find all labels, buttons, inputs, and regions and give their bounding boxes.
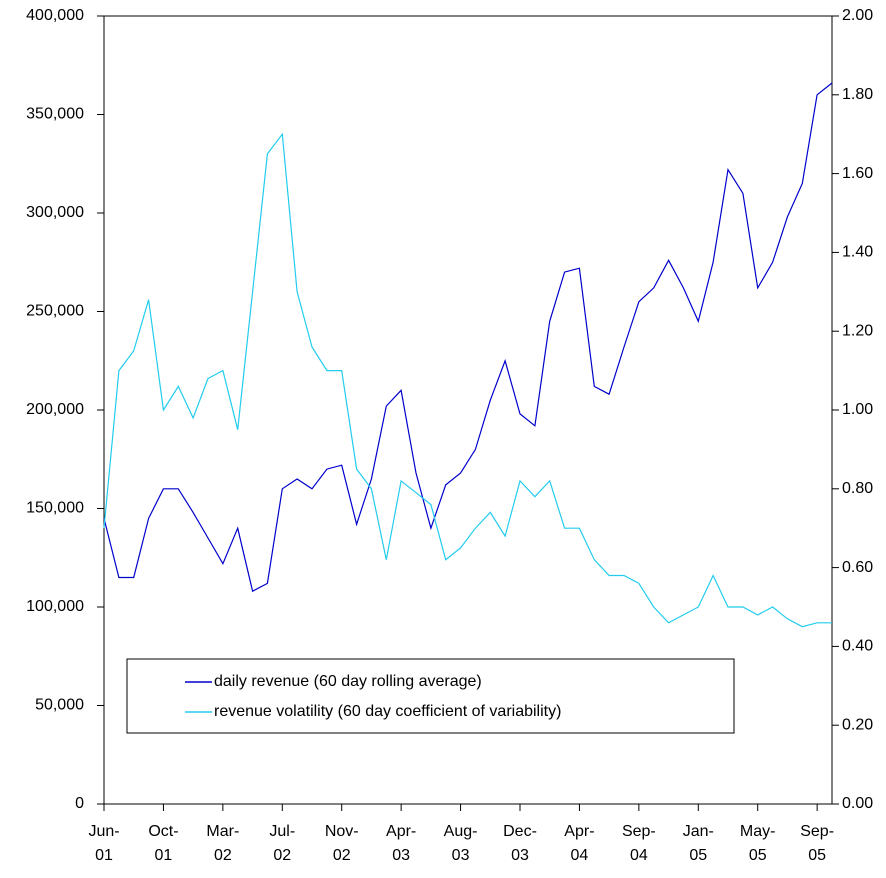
y2-tick-label: 0.00 (842, 795, 873, 812)
x-tick-label: Jan-05 (683, 823, 714, 864)
x-tick-label: Nov-02 (325, 823, 359, 864)
y-tick-label: 400,000 (26, 7, 84, 24)
y2-tick-label: 1.00 (842, 401, 873, 418)
x-tick-label: Oct-01 (148, 823, 178, 864)
x-tick-label: Sep-04 (622, 823, 656, 864)
y2-tick-label: 1.60 (842, 165, 873, 182)
y-tick-label: 50,000 (35, 697, 84, 714)
y2-tick-label: 0.60 (842, 559, 873, 576)
legend-label: daily revenue (60 day rolling average) (214, 673, 482, 690)
y-tick-label: 150,000 (26, 500, 84, 517)
legend-box (126, 658, 735, 734)
x-tick-label: Sep-05 (800, 823, 834, 864)
x-tick-label: Aug-03 (444, 823, 478, 864)
series-line (103, 132, 832, 628)
x-tick-label: Jul-02 (269, 823, 295, 864)
y-tick-label: 300,000 (26, 204, 84, 221)
y-tick-label: 350,000 (26, 106, 84, 123)
x-tick-label: Dec-03 (503, 823, 537, 864)
y2-tick-label: 0.20 (842, 716, 873, 733)
x-tick-label: Mar-02 (206, 823, 239, 864)
y2-tick-label: 0.80 (842, 480, 873, 497)
y2-tick-label: 0.40 (842, 638, 873, 655)
y-tick-label: 250,000 (26, 303, 84, 320)
series-line (103, 82, 833, 593)
y-tick-label: 100,000 (26, 598, 84, 615)
x-tick-label: May-05 (740, 823, 776, 864)
y2-tick-label: 2.00 (842, 7, 873, 24)
y2-tick-label: 1.40 (842, 244, 873, 261)
y-tick-label: 200,000 (26, 401, 84, 418)
legend-label: revenue volatility (60 day coefficient o… (214, 703, 561, 720)
x-tick-label: Jun-01 (88, 823, 119, 864)
y-tick-label: 0 (75, 795, 84, 812)
y2-tick-label: 1.80 (842, 86, 873, 103)
y2-tick-label: 1.20 (842, 322, 873, 339)
x-tick-label: Apr-04 (564, 823, 594, 864)
x-tick-label: Apr-03 (386, 823, 416, 864)
